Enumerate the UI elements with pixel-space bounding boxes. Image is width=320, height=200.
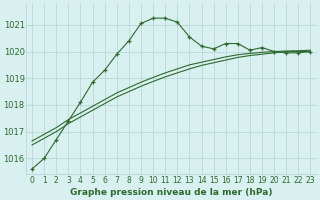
X-axis label: Graphe pression niveau de la mer (hPa): Graphe pression niveau de la mer (hPa) xyxy=(70,188,273,197)
